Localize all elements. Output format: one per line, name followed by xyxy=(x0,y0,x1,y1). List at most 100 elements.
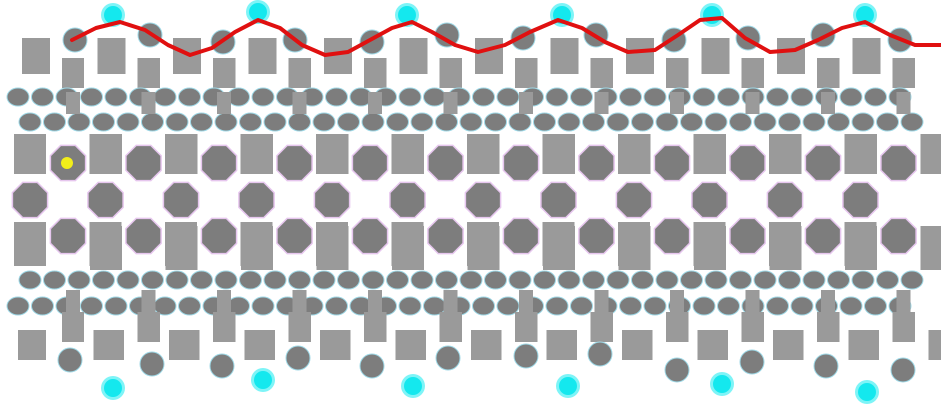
pebble xyxy=(386,112,409,132)
block-small xyxy=(594,290,609,312)
octagon-tile xyxy=(766,181,804,219)
block xyxy=(590,58,613,88)
pebble xyxy=(386,270,409,290)
block xyxy=(288,58,311,88)
block xyxy=(542,134,575,174)
gray-orb xyxy=(890,357,916,383)
octagon-tile xyxy=(464,181,502,219)
pebble xyxy=(496,87,520,107)
collectible-orb xyxy=(559,377,577,395)
octagon-tile xyxy=(842,181,879,219)
block-small xyxy=(519,92,533,114)
pebble xyxy=(802,270,826,290)
pebble xyxy=(631,270,654,290)
pebble xyxy=(398,296,422,316)
pebble xyxy=(655,112,679,132)
block-small xyxy=(896,92,911,114)
block xyxy=(391,222,424,266)
block xyxy=(244,330,273,360)
pebble xyxy=(263,112,287,132)
pebble xyxy=(325,296,348,316)
block xyxy=(439,312,462,342)
octagon-tile xyxy=(351,144,389,182)
pebble xyxy=(619,296,642,316)
pebble xyxy=(704,112,728,132)
block-small xyxy=(670,92,684,114)
octagon-tile xyxy=(804,144,842,182)
block-small xyxy=(519,290,533,312)
octagon-tile xyxy=(653,144,691,182)
pebble xyxy=(31,296,54,316)
pebble xyxy=(900,112,924,132)
octagon-tile xyxy=(276,217,313,255)
pebble xyxy=(802,112,826,132)
pebble xyxy=(214,270,238,290)
block xyxy=(701,38,730,74)
block-small xyxy=(292,92,307,114)
block-small xyxy=(670,290,684,312)
block xyxy=(769,222,801,266)
pebble xyxy=(263,270,287,290)
block-small xyxy=(141,92,156,114)
octagon-tile xyxy=(49,217,87,255)
pebble xyxy=(680,270,703,290)
pebble xyxy=(459,270,483,290)
pebble xyxy=(410,270,434,290)
block xyxy=(399,38,428,74)
pebble xyxy=(337,270,360,290)
collectible-orb xyxy=(856,6,874,24)
block xyxy=(18,330,46,360)
pebble xyxy=(18,270,42,290)
pebble xyxy=(753,270,777,290)
block-small xyxy=(821,92,835,114)
block-small xyxy=(368,92,382,114)
pebble xyxy=(790,87,814,107)
pebble xyxy=(851,112,875,132)
gray-orb xyxy=(813,353,839,379)
block-small xyxy=(217,290,231,312)
octagon-tile xyxy=(313,181,351,219)
block-small xyxy=(141,290,156,312)
octagon-tile xyxy=(427,217,464,255)
block xyxy=(395,330,424,360)
block xyxy=(666,312,688,342)
pebble xyxy=(692,296,716,316)
block xyxy=(769,134,801,174)
block xyxy=(240,222,273,266)
pebble xyxy=(778,112,801,132)
pebble xyxy=(753,112,777,132)
block xyxy=(213,58,235,88)
pebble xyxy=(288,112,311,132)
block-small xyxy=(66,92,80,114)
pebble xyxy=(876,270,899,290)
collectible-orb xyxy=(254,371,272,389)
block xyxy=(240,134,273,174)
block xyxy=(622,330,650,360)
block xyxy=(391,134,424,174)
pebble xyxy=(190,270,213,290)
block xyxy=(844,134,877,174)
block xyxy=(316,134,348,174)
block xyxy=(920,134,941,174)
octagon-tile xyxy=(540,181,577,219)
pebble xyxy=(643,87,667,107)
pebble xyxy=(864,87,887,107)
pebble xyxy=(288,270,311,290)
octagon-tile xyxy=(351,217,389,255)
pebble xyxy=(766,296,789,316)
gray-orb xyxy=(359,353,385,379)
gray-orb xyxy=(285,345,311,371)
octagon-tile xyxy=(125,144,162,182)
pebble xyxy=(472,296,495,316)
octagon-tile xyxy=(729,144,766,182)
pebble xyxy=(80,296,103,316)
block xyxy=(666,58,688,88)
block xyxy=(364,312,386,342)
pebble xyxy=(876,112,899,132)
pebble xyxy=(31,87,54,107)
octagon-tile xyxy=(502,217,540,255)
block xyxy=(590,312,613,342)
pebble xyxy=(116,270,140,290)
pebble xyxy=(680,112,703,132)
